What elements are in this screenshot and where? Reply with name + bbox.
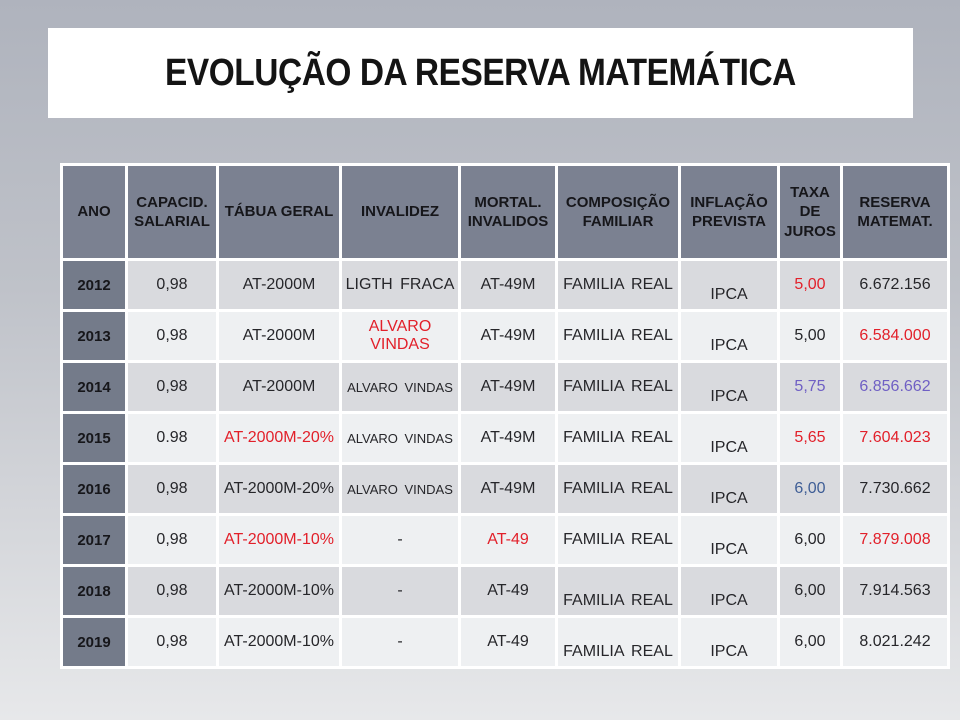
table-row: 2012 0,98 AT-2000M LIGTH FRACA AT-49M FAMILIA… [63,261,947,309]
year-cell: 2012 [63,261,125,309]
table-cell: IPCA [681,363,777,411]
table-cell: IPCA [681,465,777,513]
column-header: CAPACID. SALARIAL [128,166,216,258]
table-cell: AT-2000M [219,261,339,309]
table-cell: FAMILIA REAL [558,261,678,309]
table-cell: AT-2000M-20% [219,414,339,462]
table-row: 2018 0,98 AT-2000M-10% - AT-49 FAMILIA REAL IP… [63,567,947,615]
table-row: 2015 0.98 AT-2000M-20% ALVARO VINDAS AT-49M F… [63,414,947,462]
table-cell: 7.730.662 [843,465,947,513]
table-cell: AT-49M [461,465,555,513]
table-cell: ALVARO VINDAS [342,312,458,360]
table-cell: IPCA [681,312,777,360]
column-header: TÁBUA GERAL [219,166,339,258]
table-cell: AT-2000M [219,363,339,411]
table-cell: FAMILIA REAL [558,567,678,615]
table-cell: AT-49 [461,516,555,564]
table-row: 2014 0,98 AT-2000M ALVARO VINDAS AT-49M FAMIL… [63,363,947,411]
table-cell: 6.672.156 [843,261,947,309]
table-cell: 5,00 [780,312,840,360]
table-cell: ALVARO VINDAS [342,465,458,513]
table-cell: 5,65 [780,414,840,462]
table-header-row: ANO CAPACID. SALARIAL TÁBUA GERAL INVALIDEZ… [63,166,947,258]
table-cell: ALVARO VINDAS [342,363,458,411]
table-row: 2013 0,98 AT-2000M ALVARO VINDAS AT-49M FAMIL… [63,312,947,360]
table-cell: 0,98 [128,465,216,513]
table-cell: ALVARO VINDAS [342,414,458,462]
table-cell: 0,98 [128,516,216,564]
year-cell: 2017 [63,516,125,564]
table-row: 2016 0,98 AT-2000M-20% ALVARO VINDAS AT-49M F… [63,465,947,513]
table-cell: IPCA [681,516,777,564]
table-cell: IPCA [681,414,777,462]
reserve-evolution-table: ANO CAPACID. SALARIAL TÁBUA GERAL INVALIDEZ… [60,163,950,669]
table-cell: AT-2000M-10% [219,567,339,615]
slide-title: EVOLUÇÃO DA RESERVA MATEMÁTICA [165,51,796,94]
year-cell: 2018 [63,567,125,615]
table-cell: 0,98 [128,261,216,309]
table-cell: 7.879.008 [843,516,947,564]
table-row: 2019 0,98 AT-2000M-10% - AT-49 FAMILIA REAL IP… [63,618,947,666]
table-cell: 0,98 [128,567,216,615]
table-cell: LIGTH FRACA [342,261,458,309]
table-cell: 6.856.662 [843,363,947,411]
table-cell: 0,98 [128,312,216,360]
table-cell: IPCA [681,618,777,666]
table-cell: IPCA [681,261,777,309]
year-cell: 2019 [63,618,125,666]
column-header: COMPOSIÇÃO FAMILIAR [558,166,678,258]
table-cell: AT-49M [461,414,555,462]
column-header: ANO [63,166,125,258]
column-header: RESERVA MATEMAT. [843,166,947,258]
year-cell: 2015 [63,414,125,462]
table-cell: AT-2000M-10% [219,618,339,666]
table-cell: AT-49M [461,312,555,360]
table-cell: 7.914.563 [843,567,947,615]
table-cell: 0.98 [128,414,216,462]
table-row: 2017 0,98 AT-2000M-10% - AT-49 FAMILIA REAL IP… [63,516,947,564]
year-cell: 2013 [63,312,125,360]
table-cell: AT-49M [461,261,555,309]
table-cell: AT-2000M-20% [219,465,339,513]
table-cell: FAMILIA REAL [558,363,678,411]
table-cell: FAMILIA REAL [558,465,678,513]
table-cell: AT-49 [461,567,555,615]
year-cell: 2014 [63,363,125,411]
year-cell: 2016 [63,465,125,513]
table-cell: FAMILIA REAL [558,618,678,666]
table-cell: FAMILIA REAL [558,414,678,462]
table-cell: AT-49 [461,618,555,666]
table-cell: 6.584.000 [843,312,947,360]
column-header: INVALIDEZ [342,166,458,258]
table-cell: AT-49M [461,363,555,411]
table-cell: - [342,618,458,666]
table-cell: - [342,516,458,564]
table-cell: 6,00 [780,516,840,564]
slide-title-box: EVOLUÇÃO DA RESERVA MATEMÁTICA [48,28,913,118]
table-cell: 0,98 [128,618,216,666]
table-cell: 0,98 [128,363,216,411]
column-header: TAXA DE JUROS [780,166,840,258]
table-cell: 6,00 [780,618,840,666]
column-header: INFLAÇÃO PREVISTA [681,166,777,258]
table-cell: 5,75 [780,363,840,411]
table-cell: 7.604.023 [843,414,947,462]
table-cell: AT-2000M-10% [219,516,339,564]
table-cell: AT-2000M [219,312,339,360]
table-cell: 6,00 [780,465,840,513]
table-cell: - [342,567,458,615]
table-cell: IPCA [681,567,777,615]
table-cell: 5,00 [780,261,840,309]
table-cell: FAMILIA REAL [558,516,678,564]
table-cell: FAMILIA REAL [558,312,678,360]
column-header: MORTAL. INVALIDOS [461,166,555,258]
table-cell: 8.021.242 [843,618,947,666]
table-cell: 6,00 [780,567,840,615]
